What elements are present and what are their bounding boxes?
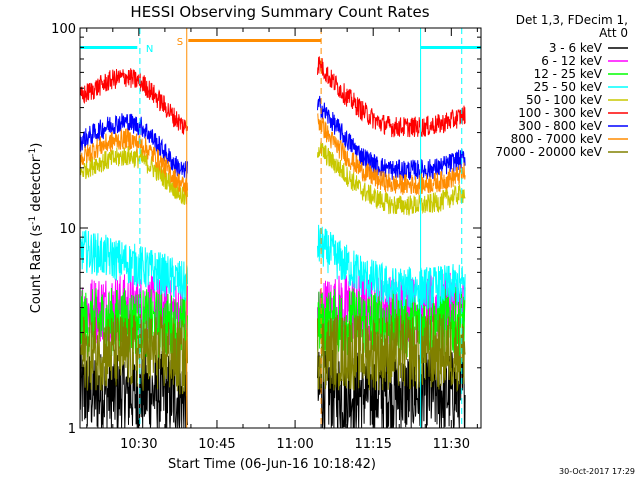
- series-line-4-1: [317, 141, 466, 217]
- legend-label-1: 6 - 12 keV: [541, 54, 603, 68]
- legend-header-line-1: Det 1,3, FDecim 1,: [516, 13, 628, 27]
- saa-bar: [188, 39, 322, 42]
- overlay-layer: NS: [80, 28, 481, 428]
- night-bar-0: [80, 46, 138, 49]
- x-tick-label-2: 11:00: [276, 437, 313, 452]
- legend-label-7: 800 - 7000 keV: [511, 132, 603, 146]
- series-6: [79, 95, 466, 181]
- chart-title: HESSI Observing Summary Count Rates: [130, 3, 429, 21]
- series-line-4-0: [79, 146, 188, 205]
- series-3: [79, 224, 466, 310]
- legend-label-3: 25 - 50 keV: [534, 80, 603, 94]
- x-tick-label-3: 11:15: [354, 437, 391, 452]
- legend-label-6: 300 - 800 keV: [518, 119, 602, 133]
- annotation-n: N: [146, 44, 153, 55]
- legend-label-8: 7000 - 20000 keV: [495, 145, 602, 159]
- y-axis-label-exp-1: -1: [28, 216, 38, 225]
- series-line-5-1: [317, 56, 466, 138]
- annotation-s: S: [177, 37, 183, 48]
- series-line-3-0: [79, 230, 188, 302]
- y-axis-label-exp-2: -1: [28, 148, 38, 157]
- legend-label-0: 3 - 6 keV: [549, 41, 603, 55]
- series-4: [79, 141, 466, 217]
- x-tick-label-1: 10:45: [198, 437, 235, 452]
- x-tick-label-4: 11:30: [433, 437, 470, 452]
- series-7: [79, 113, 466, 196]
- series-line-0-0: [79, 349, 188, 429]
- legend-label-5: 100 - 300 keV: [518, 106, 602, 120]
- series-line-8-1: [317, 313, 466, 393]
- y-axis-label: Count Rate (s-1 detector-1): [28, 143, 44, 314]
- series-line-3-1: [317, 224, 466, 310]
- series-line-5-0: [79, 68, 188, 135]
- y-tick-label-0: 1: [68, 422, 76, 437]
- y-axis-label-text-2: detector: [29, 156, 44, 216]
- series-line-8-0: [79, 313, 188, 397]
- series-5: [79, 56, 466, 138]
- data-layer: [79, 56, 466, 430]
- timestamp: 30-Oct-2017 17:29: [559, 467, 635, 476]
- x-tick-label-0: 10:30: [120, 437, 157, 452]
- series-0: [79, 349, 466, 430]
- series-line-6-1: [317, 95, 466, 181]
- y-tick-label-1: 10: [59, 222, 76, 237]
- legend-label-4: 50 - 100 keV: [526, 93, 603, 107]
- y-axis-label-text-1: Count Rate (s: [29, 225, 44, 314]
- y-tick-label-2: 100: [51, 22, 76, 37]
- series-line-7-0: [79, 128, 188, 196]
- series-8: [79, 313, 466, 397]
- legend-label-2: 12 - 25 keV: [534, 67, 603, 81]
- night-bar-1: [420, 46, 481, 49]
- axes-layer: 1 10 100 10:30 10:45 11:00 11:15 11:30: [51, 22, 481, 452]
- series-line-7-1: [317, 113, 466, 195]
- series-line-6-0: [79, 113, 188, 180]
- y-axis-label-text-3: ): [29, 143, 44, 148]
- legend-header-line-2: Att 0: [599, 26, 628, 40]
- x-axis-label: Start Time (06-Jun-16 10:18:42): [168, 457, 376, 472]
- series-line-0-1: [317, 349, 466, 430]
